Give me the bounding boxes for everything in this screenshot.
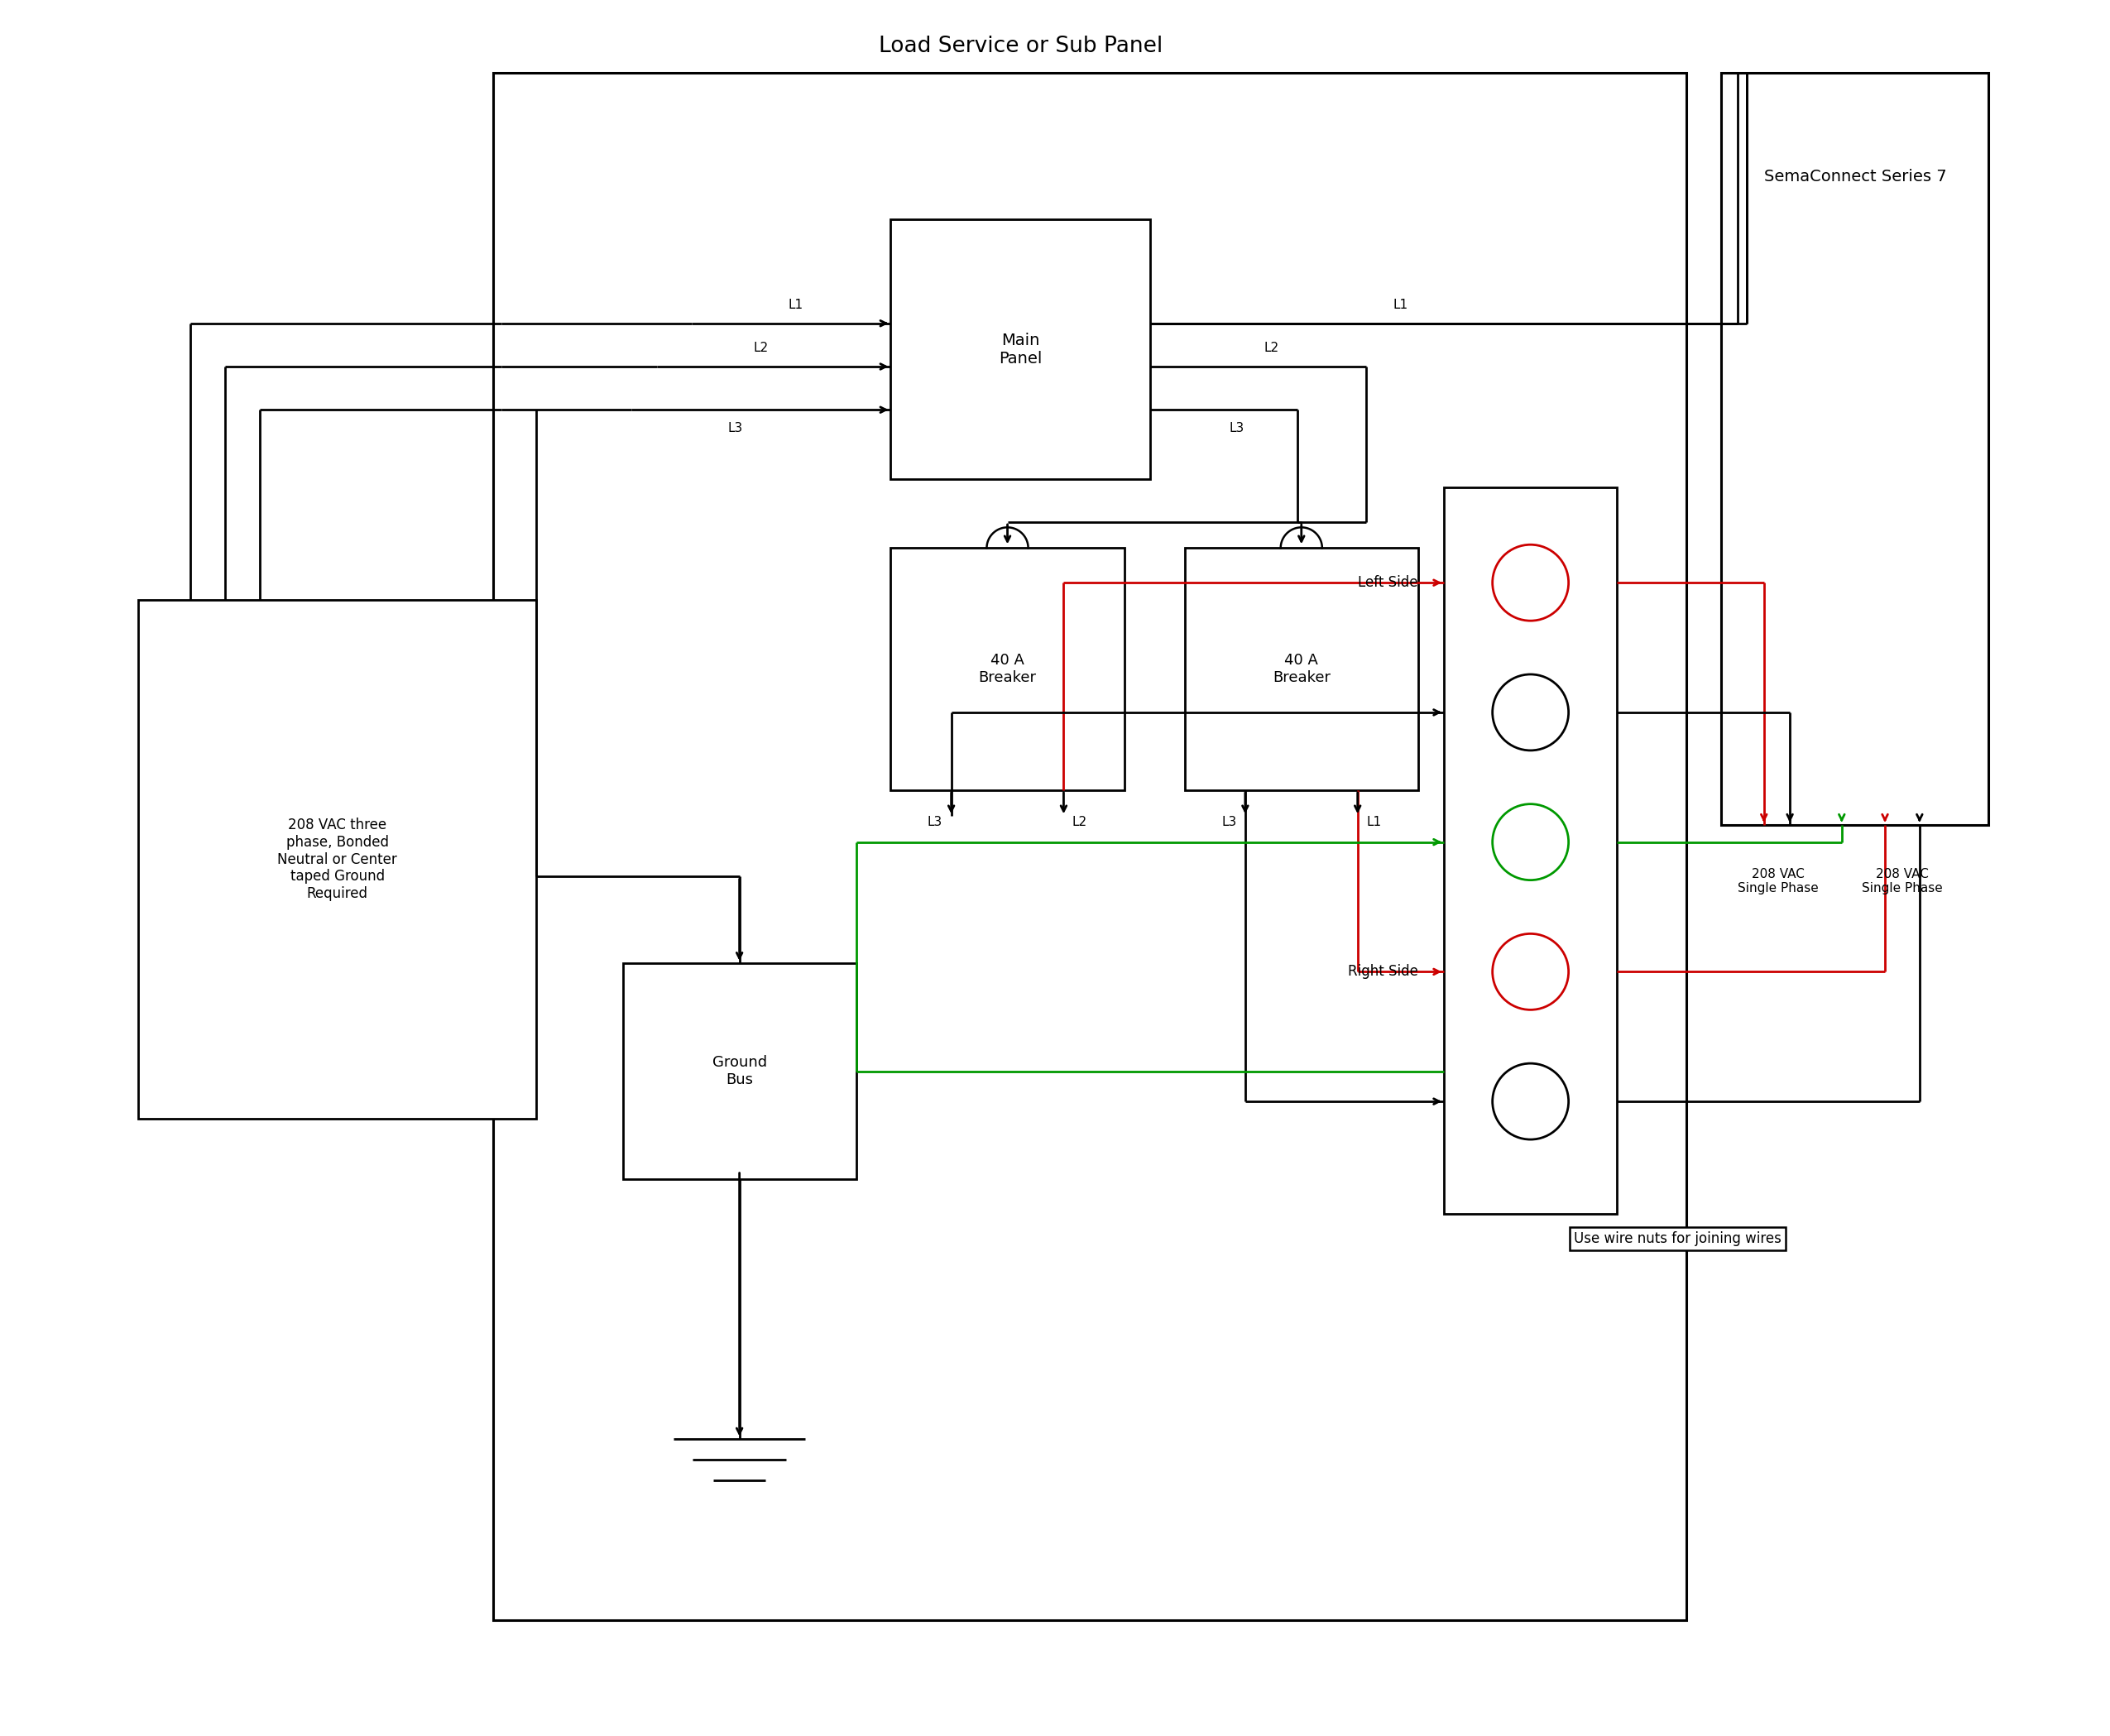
Text: Load Service or Sub Panel: Load Service or Sub Panel (878, 36, 1163, 57)
Text: L1: L1 (1367, 816, 1382, 828)
Text: 40 A
Breaker: 40 A Breaker (1272, 653, 1331, 686)
Bar (1184, 549, 1418, 790)
Bar (494, 73, 1686, 1620)
Text: Left Side: Left Side (1359, 575, 1418, 590)
Text: 208 VAC three
phase, Bonded
Neutral or Center
taped Ground
Required: 208 VAC three phase, Bonded Neutral or C… (279, 818, 397, 901)
Bar (1720, 73, 1990, 825)
Text: 40 A
Breaker: 40 A Breaker (979, 653, 1036, 686)
Bar (1443, 488, 1616, 1213)
Bar (139, 601, 536, 1118)
Text: SemaConnect Series 7: SemaConnect Series 7 (1764, 168, 1948, 184)
Bar (890, 549, 1125, 790)
Text: L3: L3 (928, 816, 943, 828)
Text: L2: L2 (753, 342, 768, 354)
Circle shape (1492, 804, 1568, 880)
Text: Right Side: Right Side (1348, 963, 1418, 979)
Text: L3: L3 (1222, 816, 1236, 828)
Circle shape (1492, 545, 1568, 621)
Text: Use wire nuts for joining wires: Use wire nuts for joining wires (1574, 1231, 1781, 1246)
Text: L3: L3 (728, 422, 743, 434)
Text: L2: L2 (1264, 342, 1279, 354)
Text: L1: L1 (789, 299, 804, 311)
Text: L3: L3 (1228, 422, 1245, 434)
Text: 208 VAC
Single Phase: 208 VAC Single Phase (1737, 868, 1819, 894)
Text: Ground
Bus: Ground Bus (711, 1055, 766, 1087)
Circle shape (1492, 1064, 1568, 1139)
Circle shape (1492, 934, 1568, 1010)
Circle shape (1492, 674, 1568, 750)
Text: 208 VAC
Single Phase: 208 VAC Single Phase (1861, 868, 1943, 894)
Text: Main
Panel: Main Panel (998, 332, 1042, 366)
Text: L1: L1 (1393, 299, 1407, 311)
Text: L2: L2 (1072, 816, 1087, 828)
Bar (622, 963, 857, 1179)
Bar (890, 219, 1150, 479)
